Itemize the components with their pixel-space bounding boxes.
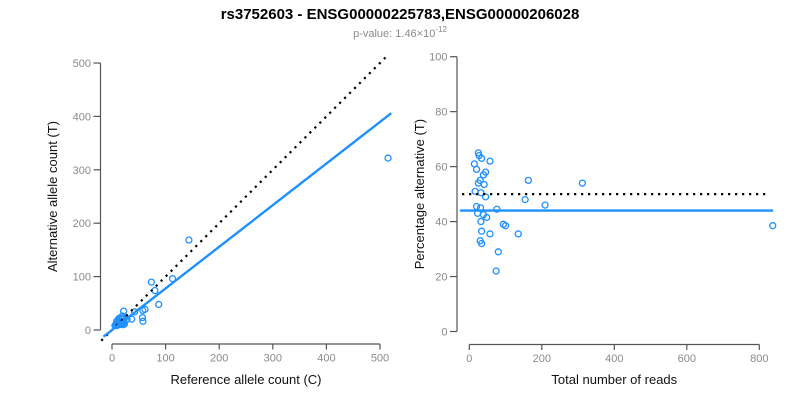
- p-value-exponent: -12: [435, 25, 447, 34]
- data-point: [479, 171, 488, 179]
- x-tick-label: 0: [109, 353, 115, 365]
- data-point: [141, 305, 149, 314]
- data-point: [477, 189, 485, 197]
- x-axis-title: Reference allele count (C): [170, 372, 321, 387]
- y-tick-label: 200: [73, 218, 91, 230]
- y-axis-title: Percentage alternative (T): [412, 119, 427, 269]
- data-point: [477, 227, 486, 235]
- data-point: [493, 205, 501, 213]
- y-tick-label: 400: [73, 111, 91, 123]
- data-point: [514, 230, 522, 238]
- y-tick-label: 80: [435, 107, 447, 119]
- p-value-subtitle: p-value: 1.46×10-12: [353, 25, 447, 40]
- data-point: [147, 278, 155, 286]
- data-point: [119, 307, 128, 315]
- identity-line: [100, 55, 388, 342]
- data-point: [769, 222, 777, 230]
- y-tick-label: 100: [429, 52, 447, 64]
- data-point: [486, 157, 494, 165]
- y-tick-label: 60: [435, 162, 447, 174]
- y-axis-title: Alternative allele count (T): [45, 121, 60, 272]
- data-point: [155, 300, 163, 309]
- x-tick-label: 600: [678, 353, 696, 365]
- data-point: [541, 201, 549, 209]
- data-point: [139, 317, 147, 325]
- y-tick-label: 0: [85, 325, 91, 337]
- data-point: [486, 230, 494, 238]
- data-point: [501, 222, 510, 230]
- x-tick-label: 500: [371, 353, 389, 365]
- page-title: rs3752603 - ENSG00000225783,ENSG00000206…: [221, 6, 580, 23]
- x-axis-title: Total number of reads: [551, 372, 677, 387]
- data-point: [494, 248, 502, 256]
- data-point: [472, 165, 481, 174]
- data-point: [521, 195, 529, 204]
- y-tick-label: 500: [73, 58, 91, 70]
- y-tick-label: 40: [435, 217, 447, 229]
- x-tick-label: 0: [466, 353, 472, 365]
- data-point: [492, 267, 500, 275]
- data-point: [477, 217, 485, 226]
- data-point: [472, 202, 481, 211]
- x-tick-label: 800: [750, 353, 768, 365]
- data-point: [384, 154, 392, 162]
- data-point: [477, 239, 486, 248]
- data-point: [130, 308, 139, 316]
- data-point: [578, 179, 587, 187]
- y-tick-label: 100: [73, 272, 91, 284]
- left-chart-allele-counts: 0 100 200 300 400 500 0 100 200 300 400 500 Referenc…: [45, 55, 392, 387]
- data-point: [481, 193, 490, 201]
- data-point: [483, 213, 491, 222]
- data-point: [185, 236, 193, 244]
- x-tick-label: 400: [317, 353, 335, 365]
- x-tick-label: 200: [210, 353, 228, 365]
- data-point: [480, 180, 488, 189]
- data-point: [477, 154, 486, 163]
- y-tick-label: 0: [441, 327, 447, 339]
- data-point: [138, 313, 147, 322]
- p-value-text: p-value: 1.46×10: [353, 28, 435, 40]
- right-chart-percentage-alternative: 0 20 40 60 80 100 0 200 400 600 800 Total number of…: [412, 52, 777, 387]
- x-tick-label: 300: [264, 353, 282, 365]
- x-tick-label: 400: [605, 353, 623, 365]
- x-tick-label: 100: [156, 353, 174, 365]
- x-tick-label: 200: [533, 353, 551, 365]
- y-tick-label: 20: [435, 272, 447, 284]
- data-point: [524, 176, 533, 185]
- y-tick-label: 300: [73, 165, 91, 177]
- regression-line: [102, 112, 392, 338]
